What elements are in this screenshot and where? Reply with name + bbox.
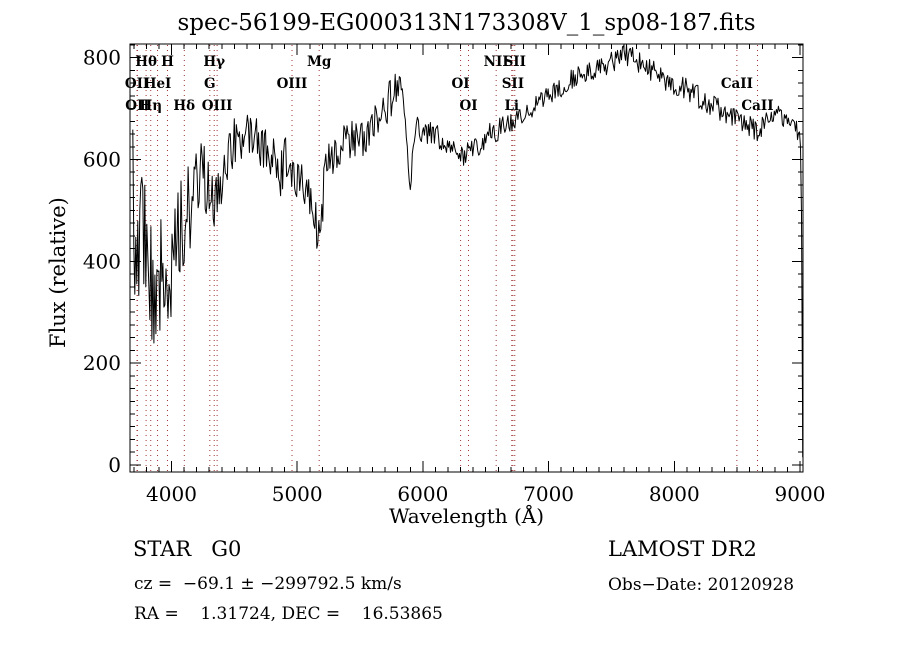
redshift-velocity-text: cz = −69.1 ± −299792.5 km/s [134, 574, 402, 594]
spectral-line-label: NII [484, 54, 509, 70]
obs-date-text: Obs−Date: 20120928 [608, 575, 795, 595]
spectral-line-label: G [204, 76, 216, 92]
object-class-text: STAR G0 [133, 537, 242, 561]
y-tick-label: 200 [83, 351, 121, 375]
axis-frame [129, 43, 804, 473]
spectral-line-label: OIII [277, 76, 308, 92]
spectral-line-label: HeI [144, 76, 172, 92]
spectral-line-label: CaII [741, 98, 773, 114]
survey-release-text: LAMOST DR2 [608, 537, 757, 561]
y-tick-label: 600 [83, 148, 121, 172]
spectral-line-label: Li [504, 98, 519, 114]
x-tick-label: 5000 [272, 482, 323, 506]
y-tick-label: 800 [83, 46, 121, 70]
ra-dec-text: RA = 1.31724, DEC = 16.53865 [134, 604, 443, 624]
spectrum-trace [132, 44, 804, 458]
spectral-line-label: Hγ [203, 54, 225, 70]
x-tick-label: 9000 [775, 482, 826, 506]
spectral-line-label: SII [504, 54, 526, 70]
y-tick-label: 0 [108, 453, 121, 477]
spectral-line-label: Mg [307, 54, 332, 70]
x-axis-title: Wavelength (Å) [388, 504, 545, 528]
spectral-line-label: CaII [721, 76, 753, 92]
spectral-line-label: OII [125, 76, 149, 92]
spectral-line-label: Hδ [173, 98, 195, 114]
spectral-line-label: SII [502, 76, 524, 92]
plot-title: spec-56199-EG000313N173308V_1_sp08-187.f… [177, 10, 756, 36]
spectral-line-label: OIII [202, 98, 233, 114]
spectral-line-label: H [161, 54, 174, 70]
x-tick-label: 8000 [649, 482, 700, 506]
spectral-line-label: Hη [139, 98, 162, 114]
x-tick-label: 4000 [146, 482, 197, 506]
x-tick-label: 7000 [523, 482, 574, 506]
spectral-line-label: OI [452, 76, 470, 92]
x-tick-label: 6000 [397, 482, 448, 506]
axes-and-ticks [129, 43, 804, 473]
y-tick-label: 400 [83, 249, 121, 273]
spectral-line-labels: OII OII Hθ Hη HeI H Hδ G Hγ OIII OIII Mg OI OI NII Li SI… [125, 54, 774, 114]
spectral-line-label: OII [125, 98, 149, 114]
y-axis-title: Flux (relative) [46, 197, 70, 348]
tick-labels: 4000 5000 6000 7000 8000 9000 0 200 400 600 800 [83, 46, 826, 506]
reference-lines [136, 45, 758, 471]
spectral-line-label: Hθ [135, 54, 157, 70]
spectrum-flux-curve [132, 44, 804, 458]
spectral-line-label: OI [459, 98, 477, 114]
